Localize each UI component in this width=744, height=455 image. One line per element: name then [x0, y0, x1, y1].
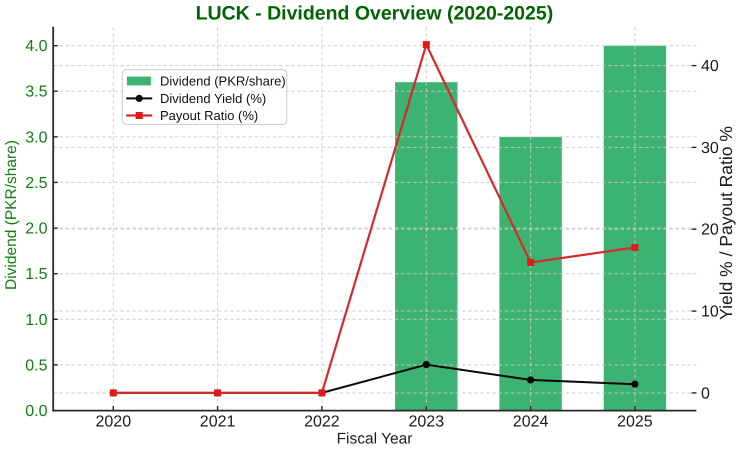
svg-text:0: 0 — [701, 385, 710, 402]
svg-text:20: 20 — [701, 222, 719, 239]
svg-text:1.5: 1.5 — [25, 266, 47, 283]
svg-text:0.5: 0.5 — [25, 357, 47, 374]
svg-text:Dividend Yield (%): Dividend Yield (%) — [160, 91, 266, 106]
svg-text:4.0: 4.0 — [25, 38, 47, 55]
svg-text:Dividend (PKR/share): Dividend (PKR/share) — [3, 140, 20, 290]
svg-text:10: 10 — [701, 304, 719, 321]
svg-text:Fiscal Year: Fiscal Year — [337, 431, 413, 448]
svg-text:2021: 2021 — [200, 413, 236, 430]
svg-text:2023: 2023 — [409, 413, 445, 430]
svg-text:30: 30 — [701, 140, 719, 157]
svg-text:3.0: 3.0 — [25, 129, 47, 146]
svg-text:2.5: 2.5 — [25, 175, 47, 192]
svg-text:3.5: 3.5 — [25, 84, 47, 101]
svg-text:Dividend (PKR/share): Dividend (PKR/share) — [160, 74, 286, 89]
svg-text:1.0: 1.0 — [25, 312, 47, 329]
svg-text:2022: 2022 — [304, 413, 340, 430]
svg-text:40: 40 — [701, 58, 719, 75]
svg-text:0.0: 0.0 — [25, 403, 47, 420]
svg-text:2.0: 2.0 — [25, 221, 47, 238]
svg-text:Yield % / Payout Ratio %: Yield % / Payout Ratio % — [716, 126, 736, 320]
svg-text:LUCK - Dividend Overview (2020: LUCK - Dividend Overview (2020-2025) — [196, 3, 554, 25]
svg-text:2024: 2024 — [513, 413, 549, 430]
svg-text:2020: 2020 — [96, 413, 132, 430]
svg-text:2025: 2025 — [617, 413, 653, 430]
svg-text:Payout Ratio (%): Payout Ratio (%) — [160, 108, 258, 123]
